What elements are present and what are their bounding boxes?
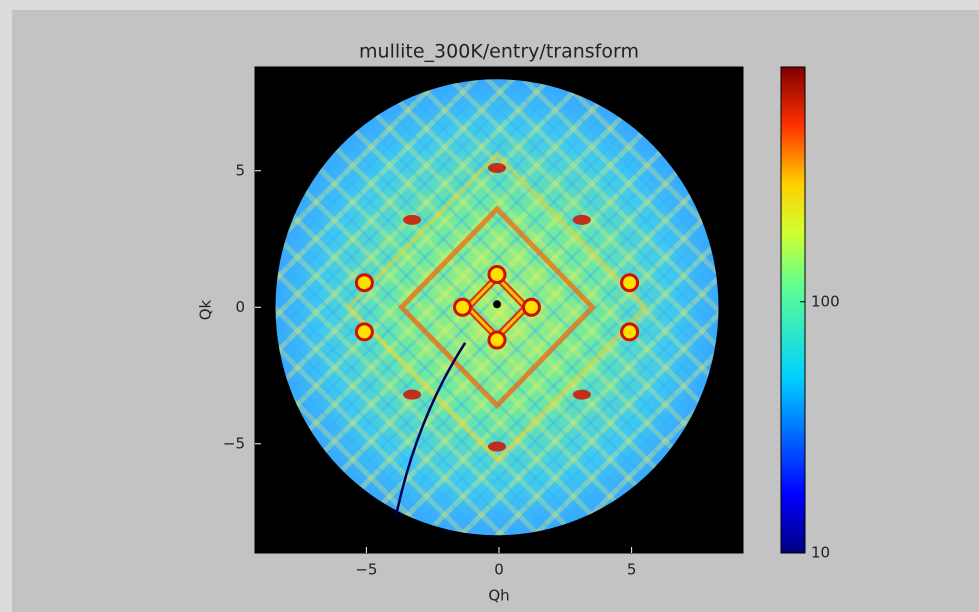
intensity-peak — [488, 442, 506, 452]
colorbar-tick-label: 100 — [811, 292, 840, 310]
intensity-peak — [356, 275, 372, 291]
intensity-peak — [573, 215, 591, 225]
intensity-peak — [489, 267, 505, 283]
colorbar-tick-label: 10 — [811, 544, 830, 562]
y-axis-label: Qk — [197, 299, 215, 320]
intensity-peak — [403, 215, 421, 225]
intensity-peak — [573, 390, 591, 400]
x-tick-label: 0 — [494, 561, 504, 579]
y-tick-label: −5 — [223, 434, 245, 452]
center-spot — [493, 300, 501, 308]
intensity-peak — [403, 390, 421, 400]
chart-title: mullite_300K/entry/transform — [359, 41, 639, 63]
page: mullite_300K/entry/transform Qh Qk −5 0 5 −… — [0, 0, 979, 612]
x-axis-label: Qh — [488, 587, 509, 605]
plot-area — [255, 67, 743, 553]
x-tick-label: 5 — [627, 561, 637, 579]
intensity-peak — [622, 324, 638, 340]
intensity-peak — [488, 163, 506, 173]
intensity-peak — [523, 299, 539, 315]
x-tick-label: −5 — [355, 561, 377, 579]
intensity-peak — [622, 275, 638, 291]
y-tick-label: 5 — [235, 161, 245, 179]
colorbar — [781, 67, 805, 553]
y-tick-label: 0 — [235, 298, 245, 316]
intensity-peak — [489, 332, 505, 348]
intensity-peak — [356, 324, 372, 340]
chart: mullite_300K/entry/transform Qh Qk −5 0 5 −… — [0, 0, 979, 612]
intensity-peak — [455, 299, 471, 315]
